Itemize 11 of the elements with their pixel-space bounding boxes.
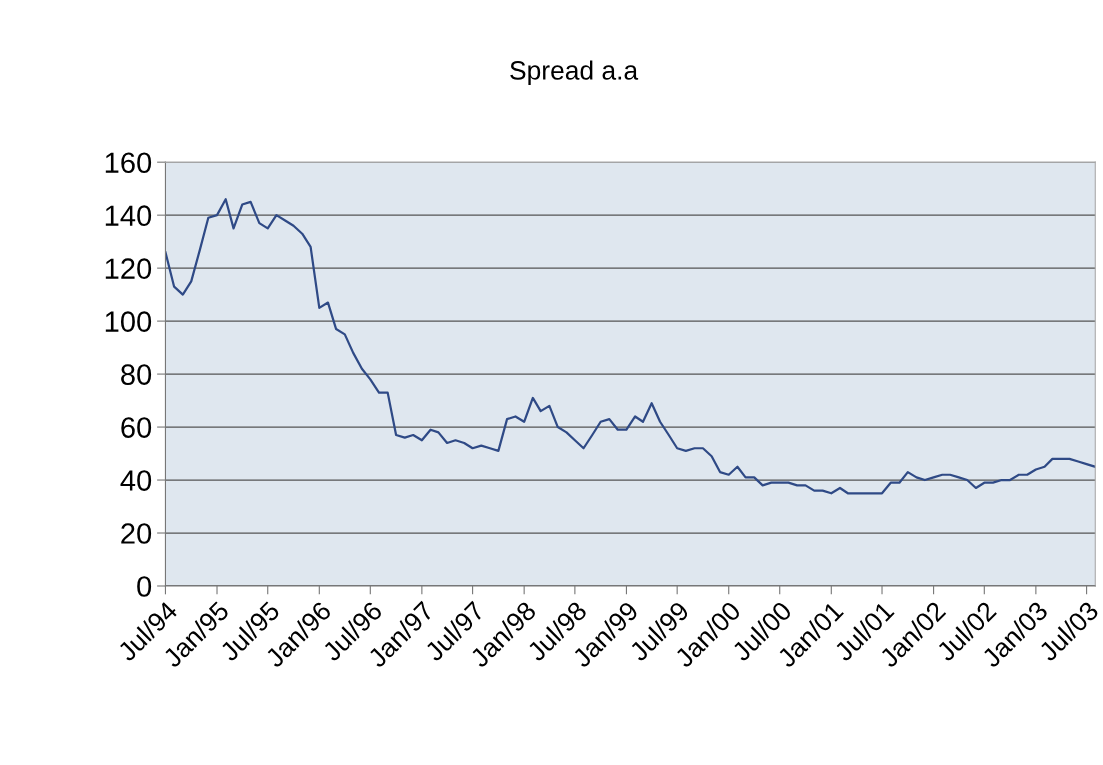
y-tick-label: 120 (105, 258, 152, 279)
chart-title: Spread a.a (510, 60, 639, 85)
y-tick-label: 160 (105, 152, 152, 174)
y-tick-label: 140 (105, 205, 152, 227)
y-tick-label: 20 (121, 523, 152, 544)
y-tick-label: 0 (137, 576, 152, 597)
y-tick-label: 80 (121, 364, 152, 385)
y-tick-label: 60 (121, 417, 152, 438)
line-series (165, 198, 1096, 495)
y-tick-label: 100 (105, 311, 152, 332)
y-tick-label: 40 (120, 470, 152, 491)
